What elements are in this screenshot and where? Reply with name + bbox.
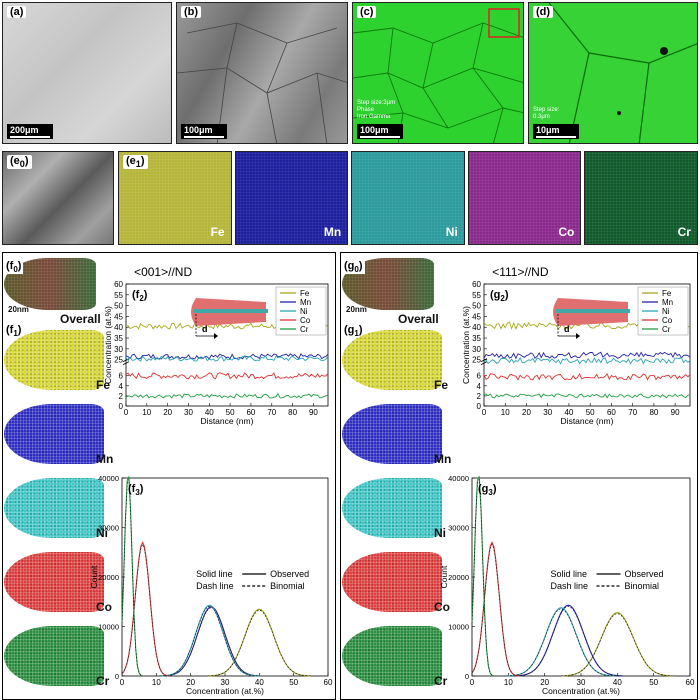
tip-label-mn: Mn (434, 452, 452, 466)
scalebar-b: 100μm (181, 124, 227, 139)
scalebar-c: 100μm (357, 124, 403, 139)
apt-tip-co (4, 552, 104, 612)
scalebar-d-text: 10μm (536, 125, 560, 135)
panel-c-phase: Phase (357, 107, 375, 113)
panel-c-ebsd-map: (c) Step size:3μm Phase Iron Gamma 100μm (352, 2, 524, 144)
tip-label-ni: Ni (96, 526, 108, 540)
panel-label-f1: (f1) (4, 324, 24, 339)
panel-d-grain-network (548, 3, 697, 143)
panel-b-sem-micrograph: (b) 100μm (176, 2, 348, 144)
tip-label-cr: Cr (96, 674, 110, 688)
panel-label-c: (c) (357, 6, 377, 18)
panel-label-d: (d) (533, 6, 554, 18)
scalebar-d: 10μm (533, 124, 579, 139)
tip-label-ni: Ni (434, 526, 446, 540)
apt-tip-co (342, 552, 442, 612)
tip-scalebar: 20nm (346, 305, 367, 314)
panel-e0-sem-image: (e0) (2, 151, 114, 245)
panel-label-a: (a) (7, 6, 27, 18)
panel-d-stepsize-value: 0.3μm (533, 114, 550, 120)
panel-label-g0: (g0) (342, 260, 365, 275)
tip-label-fe: Fe (96, 378, 111, 392)
eds-map-cr: Cr (584, 151, 698, 245)
eds-map-label: Ni (445, 225, 458, 239)
apt-tip-mn (342, 404, 442, 464)
eds-map-mn: Mn (234, 151, 349, 245)
eds-map-label: Mn (323, 225, 342, 239)
panel-label-e1: (e1) (123, 155, 148, 170)
panel-b-grain-boundaries (177, 22, 347, 143)
apt-tip-cr (342, 626, 442, 686)
apt-tip-ni (4, 478, 104, 538)
tip-label-fe: Fe (434, 378, 449, 392)
scalebar-a: 200μm (7, 124, 53, 139)
panel-label-f0: (f0) (4, 260, 24, 275)
panel-c-legend: Step size:3μm Phase Iron Gamma (357, 100, 395, 121)
panel-c-phase-name: Iron Gamma (357, 114, 391, 120)
tip-label-co: Co (434, 600, 450, 614)
eds-map-label: Fe (210, 225, 225, 239)
scalebar-a-text: 200μm (10, 125, 39, 135)
overall-label: Overall (60, 312, 101, 326)
panel-d-ebsd-zoom: (d) Step size: 0.3μm 10μm (528, 2, 698, 144)
panel-label-e0: (e0) (7, 155, 32, 170)
tip-label-co: Co (96, 600, 112, 614)
panel-a-optical-micrograph: (a) 200μm (2, 2, 172, 144)
apt-tip-fe (342, 330, 442, 390)
apt-tip-mn (4, 404, 104, 464)
panel-c-grain-network (353, 8, 523, 143)
tip-scalebar: 20nm (8, 305, 29, 314)
panel-label-g1: (g1) (342, 324, 365, 339)
tip-label-cr: Cr (434, 674, 448, 688)
apt-tip-cr (4, 626, 104, 686)
tip-label-mn: Mn (96, 452, 114, 466)
scalebar-b-text: 100μm (184, 125, 213, 135)
eds-map-ni: Ni (351, 151, 465, 245)
overall-label: Overall (398, 312, 439, 326)
panel-d-legend: Step size: 0.3μm (533, 107, 559, 121)
panel-c-stepsize: Step size:3μm (357, 100, 396, 106)
scalebar-c-text: 100μm (360, 125, 389, 135)
panel-d-stepsize: Step size: (533, 107, 560, 113)
eds-map-fe: (e1) Fe (118, 151, 232, 245)
apt-tip-ni (342, 478, 442, 538)
eds-map-label: Co (558, 225, 575, 239)
panel-label-b: (b) (181, 6, 202, 18)
eds-map-co: Co (467, 151, 582, 245)
eds-map-label: Cr (677, 225, 691, 239)
apt-tip-fe (4, 330, 104, 390)
